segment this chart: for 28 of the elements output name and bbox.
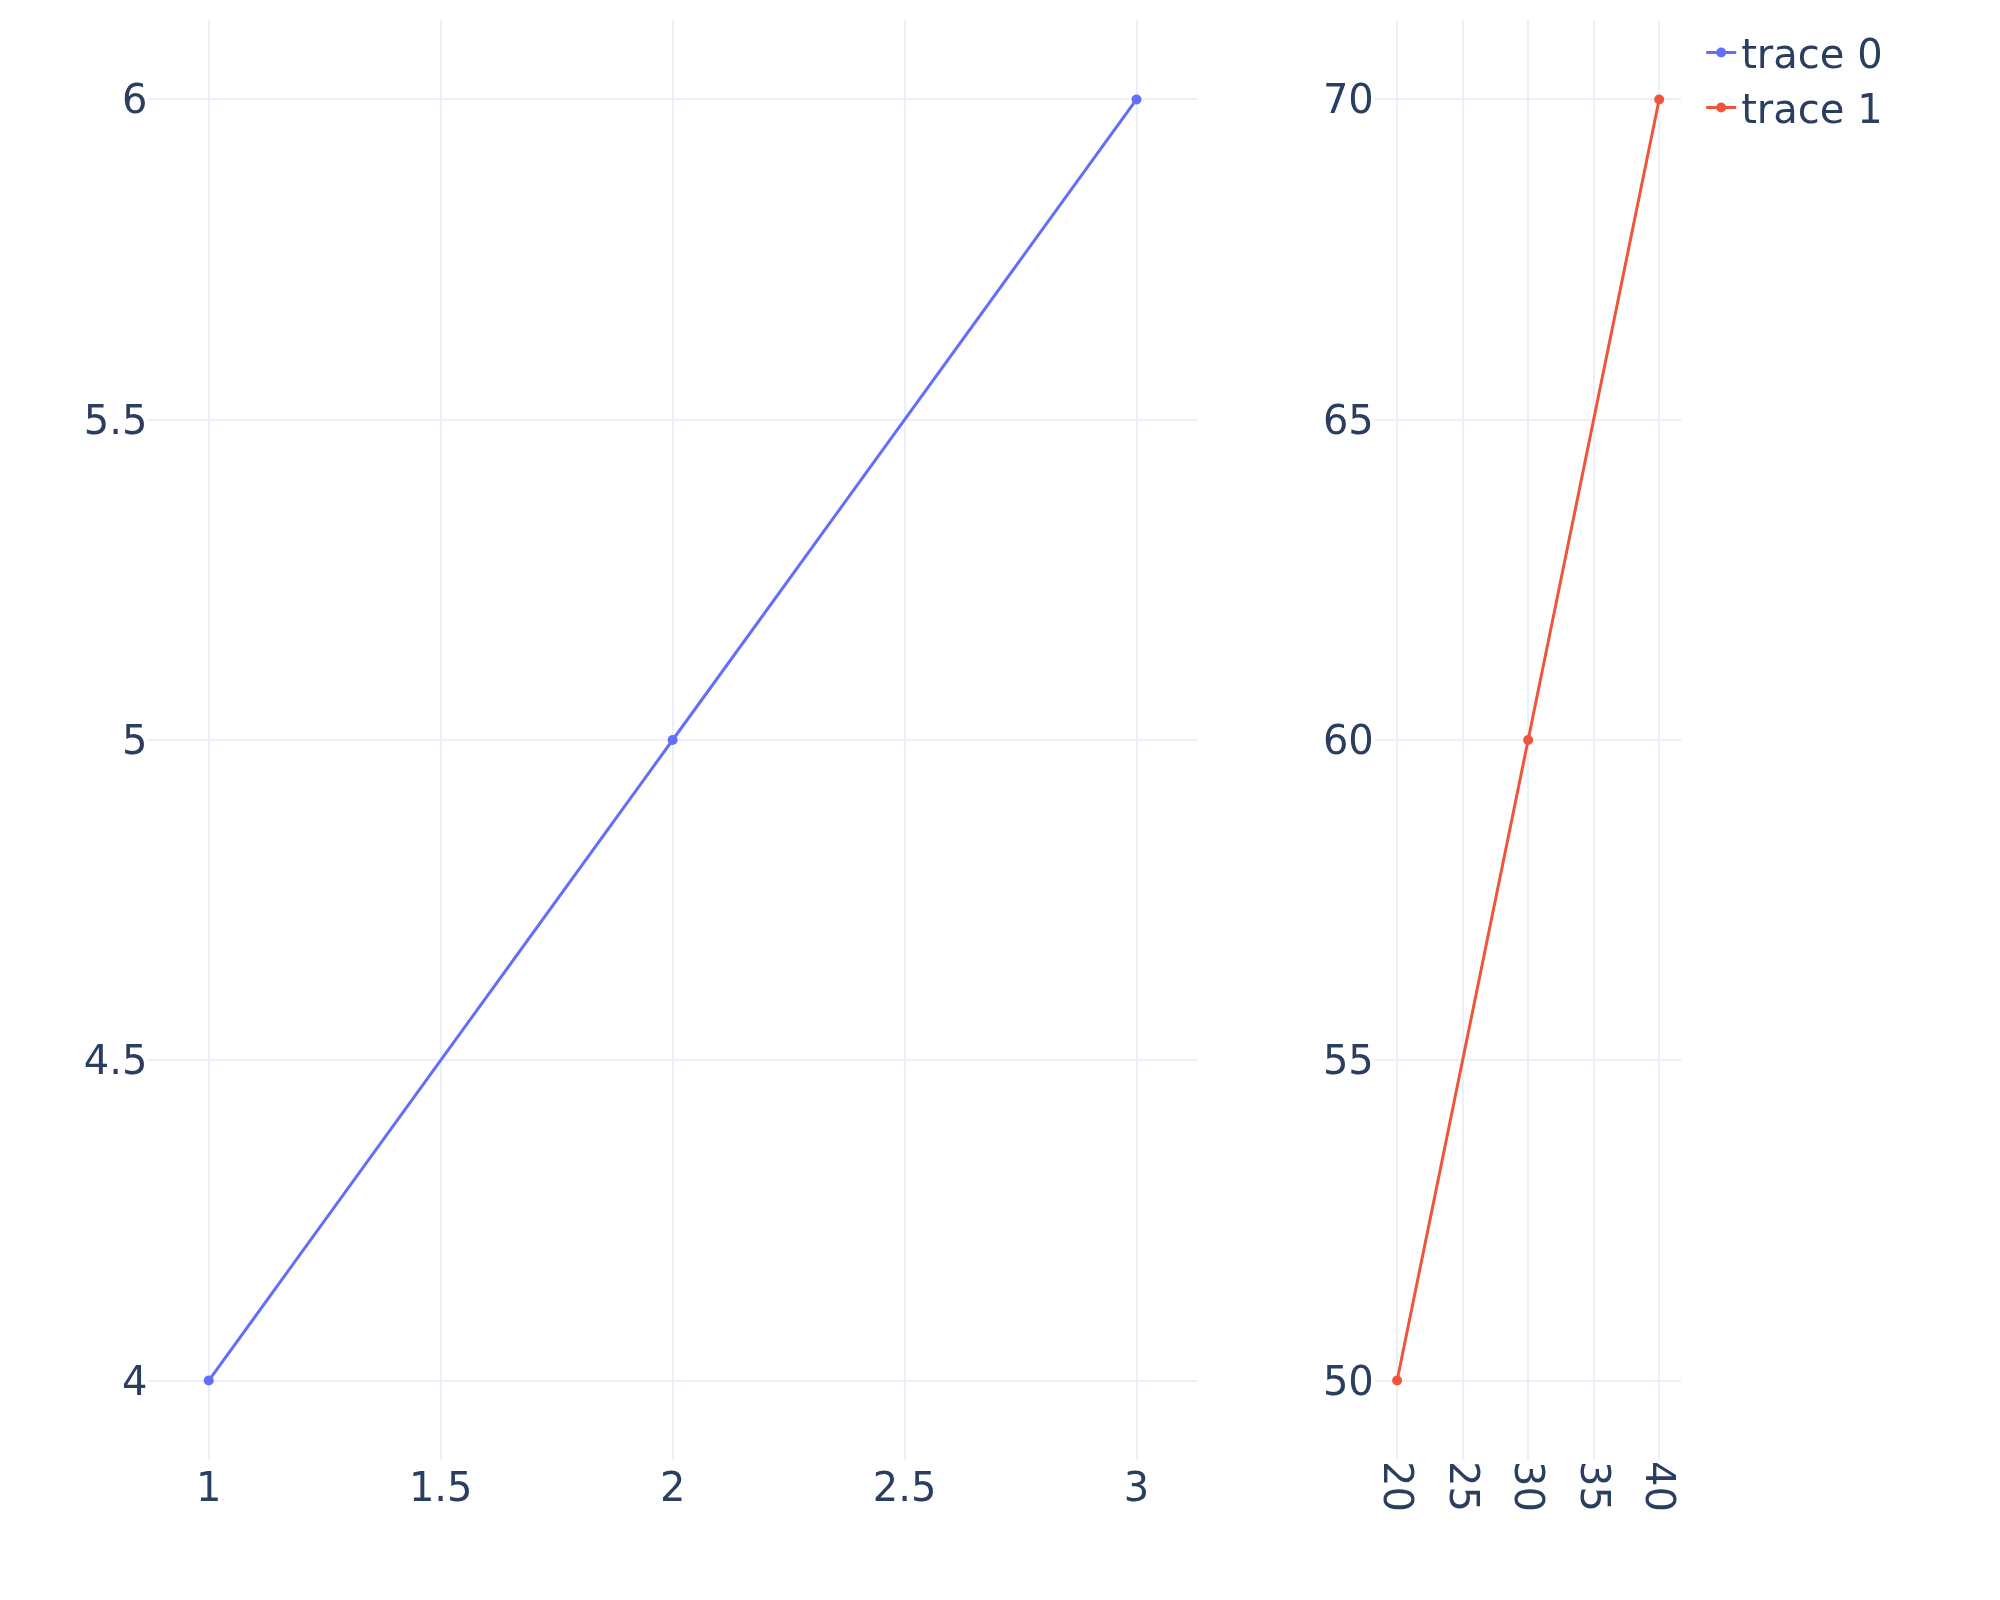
y-tick-label: 65 bbox=[1322, 396, 1374, 443]
point bbox=[1654, 94, 1665, 105]
x-tick-label: 1 bbox=[196, 1464, 222, 1510]
y-tick-label: 4.5 bbox=[83, 1037, 148, 1084]
y-tick-label: 55 bbox=[1322, 1037, 1374, 1084]
y-tick-label: 5 bbox=[122, 717, 148, 763]
x-tick-label: 3 bbox=[1123, 1464, 1150, 1510]
y-tick-label: 5.5 bbox=[83, 396, 148, 443]
point bbox=[1523, 735, 1534, 745]
legend-label: trace 0 bbox=[1741, 31, 1883, 78]
y-tick-label: 60 bbox=[1322, 717, 1374, 763]
y-tick-label: 4 bbox=[122, 1357, 148, 1404]
x-tick-label: 2.5 bbox=[872, 1464, 937, 1510]
point bbox=[667, 735, 678, 745]
point bbox=[1131, 94, 1142, 105]
y-tick-label: 50 bbox=[1322, 1357, 1374, 1404]
x-tick-label: 40 bbox=[1637, 1461, 1684, 1512]
x-tick-label: 35 bbox=[1571, 1461, 1618, 1512]
x-tick-label: 25 bbox=[1440, 1461, 1487, 1512]
x-tick-label: 2 bbox=[659, 1464, 686, 1510]
point bbox=[1392, 1375, 1403, 1386]
y-tick-label: 70 bbox=[1322, 76, 1374, 123]
point bbox=[203, 1375, 214, 1386]
y-tick-label: 6 bbox=[122, 76, 148, 123]
x-tick-label: 20 bbox=[1375, 1461, 1422, 1512]
x-tick-label: 30 bbox=[1506, 1461, 1553, 1512]
x-tick-label: 1.5 bbox=[408, 1464, 473, 1510]
legend-label: trace 1 bbox=[1741, 86, 1883, 133]
